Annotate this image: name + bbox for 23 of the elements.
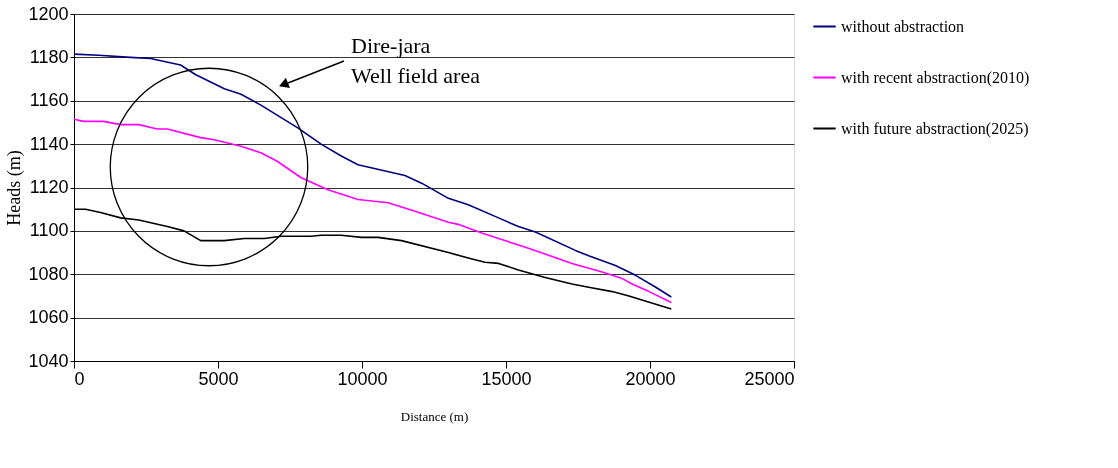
x-tick-label: 20000 [625,368,676,389]
y-tick-label: 1200 [28,3,69,24]
y-tick-label: 1080 [28,263,69,284]
legend-label: without abstraction [841,17,965,35]
annotation: Well field area [351,63,481,88]
x-tick-label: 15000 [481,368,532,389]
y-tick-label: 1180 [29,46,69,67]
line-series [73,118,673,304]
x-tick-label: 10000 [337,368,388,389]
y-tick-label: 1040 [28,350,69,371]
x-tick-label: 0 [74,368,85,389]
annotation: Dire-jara [351,33,431,58]
y-tick-label: 1140 [29,133,69,154]
x-tick-label: 25000 [744,368,795,389]
y-tick-label: 1160 [29,90,69,111]
legend-label: with future abstraction(2025) [841,119,1029,138]
y-tick-label: 1060 [28,307,69,328]
y-axis-title: Heads (m) [4,150,26,226]
x-axis-title: Distance (m) [400,408,469,424]
legend-label: with recent abstraction(2010) [841,68,1030,87]
x-tick-label: 5000 [198,368,239,389]
y-tick-label: 1120 [29,177,69,197]
y-tick-label: 1100 [29,220,69,241]
